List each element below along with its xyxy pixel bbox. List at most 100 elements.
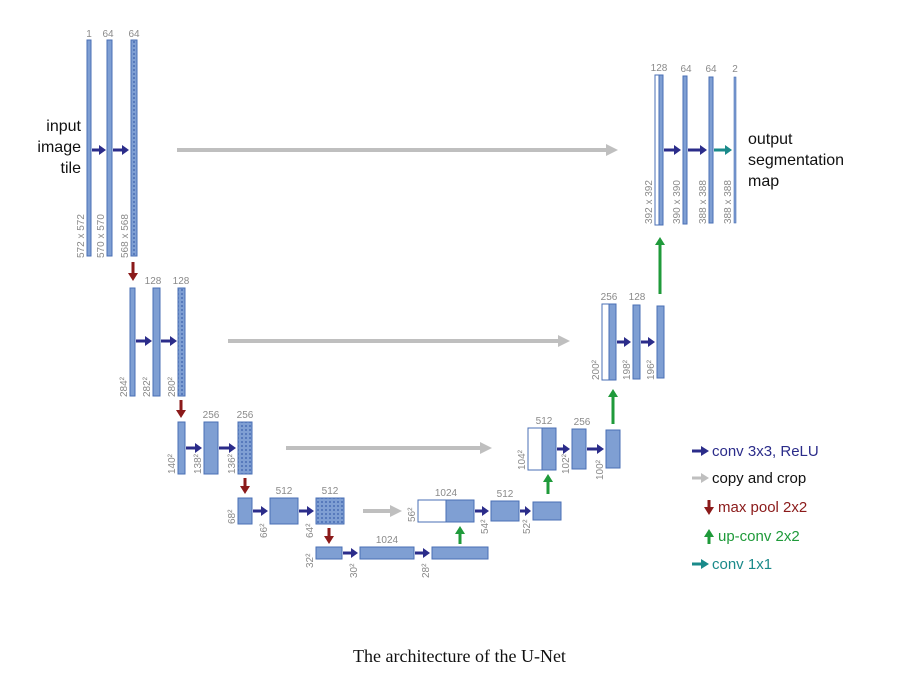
size-label: 32²	[305, 553, 316, 568]
pool-arrow	[324, 528, 334, 544]
size-label: 198²	[622, 359, 633, 380]
channel-label: 1	[86, 29, 92, 40]
size-label: 140²	[167, 453, 178, 474]
l3-pool-block	[177, 421, 186, 475]
l2-pool-block	[129, 287, 136, 397]
input-label-line: image	[37, 139, 81, 156]
conv-arrow	[136, 336, 152, 346]
d3-conv2-block	[605, 429, 621, 469]
upconv-arrows	[455, 237, 665, 544]
decoder-level-4: 1024 512 56² 54² 52²	[407, 488, 562, 534]
channel-label: 64	[102, 29, 114, 40]
output-label-line: map	[748, 173, 779, 190]
channel-label: 128	[173, 276, 190, 287]
d1-copy-block	[654, 74, 660, 226]
copy-arrow	[228, 335, 570, 347]
encoder-level-1: 1 64 64 572 x 572 570 x 570 568 x 568	[76, 29, 140, 258]
legend: conv 3x3, ReLU copy and crop max pool 2x…	[692, 443, 819, 573]
pool-arrow	[176, 400, 186, 418]
l3-conv2-block	[237, 421, 253, 475]
legend-label: conv 1x1	[712, 556, 772, 573]
l5-pool-block	[315, 546, 343, 560]
size-label: 56²	[407, 507, 418, 522]
d4-copy-block	[417, 499, 447, 523]
size-label: 570 x 570	[96, 214, 107, 258]
size-label: 284²	[119, 376, 130, 397]
l1-conv2-block	[130, 39, 138, 257]
decoder-level-2: 256 128 200² 198² 196²	[591, 292, 665, 381]
figure-caption: The architecture of the U-Net	[353, 646, 566, 666]
conv-arrow	[299, 506, 314, 516]
pool-arrow	[240, 478, 250, 494]
channel-label: 512	[276, 486, 293, 497]
input-label: input image tile	[37, 118, 81, 177]
right-arrow-icon	[692, 559, 709, 569]
size-label: 282²	[142, 376, 153, 397]
size-label: 392 x 392	[644, 180, 655, 224]
unet-diagram: 1 64 64 572 x 572 570 x 570 568 x 568 in…	[37, 29, 844, 578]
size-label: 54²	[480, 519, 491, 534]
l3-conv1-block	[203, 421, 219, 475]
copy-arrows	[177, 144, 618, 517]
upconv-arrow	[543, 474, 553, 494]
legend-label: copy and crop	[712, 470, 806, 487]
l2-conv1-block	[152, 287, 161, 397]
d4-upconv-block	[445, 499, 475, 523]
l1-conv1-block	[106, 39, 113, 257]
size-label: 196²	[646, 359, 657, 380]
conv-arrow	[557, 444, 570, 454]
d4-conv2-block	[532, 501, 562, 521]
upconv-arrow	[455, 526, 465, 544]
legend-item-upconv: up-conv 2x2	[704, 528, 800, 545]
conv-arrow	[253, 506, 268, 516]
size-label: 68²	[227, 509, 238, 524]
output-label-line: segmentation	[748, 152, 844, 169]
output-label-line: output	[748, 131, 793, 148]
conv-arrow	[617, 337, 631, 347]
d3-upconv-block	[541, 427, 557, 471]
channel-label: 1024	[435, 488, 458, 499]
decoder-level-1: 128 64 64 2 392 x 392 390 x 390 388 x 38…	[644, 63, 738, 226]
size-label: 568 x 568	[120, 214, 131, 258]
conv-arrow	[113, 145, 129, 155]
conv-arrow	[219, 443, 236, 453]
d1-upconv-block	[658, 74, 664, 226]
size-label: 200²	[591, 359, 602, 380]
copy-arrow	[286, 442, 492, 454]
copy-arrow	[177, 144, 618, 156]
upconv-arrow	[608, 389, 618, 424]
d2-copy-block	[601, 303, 610, 381]
channel-label: 128	[145, 276, 162, 287]
d2-conv2-block	[656, 305, 665, 379]
legend-label: conv 3x3, ReLU	[712, 443, 819, 460]
channel-label: 512	[497, 489, 514, 500]
encoder-level-2: 128 128 284² 282² 280²	[119, 276, 190, 397]
l2-conv2-block	[177, 287, 186, 397]
channel-label: 512	[322, 486, 339, 497]
size-label: 100²	[595, 459, 606, 480]
d2-upconv-block	[608, 303, 617, 381]
conv-arrow	[186, 443, 202, 453]
decoder-level-3: 512 256 104² 102² 100²	[517, 416, 621, 480]
size-label: 136²	[227, 453, 238, 474]
channel-label: 256	[574, 417, 591, 428]
size-label: 388 x 388	[723, 180, 734, 224]
conv-arrow	[92, 145, 106, 155]
channel-label: 64	[680, 64, 692, 75]
size-label: 66²	[259, 523, 270, 538]
legend-item-conv: conv 3x3, ReLU	[692, 443, 819, 460]
encoder-level-3: 256 256 140² 138² 136²	[167, 410, 254, 475]
size-label: 104²	[517, 449, 528, 470]
conv1x1-arrow	[714, 145, 732, 155]
conv-arrow	[415, 548, 430, 558]
upconv-arrow	[655, 237, 665, 294]
output-label: output segmentation map	[748, 131, 844, 190]
size-label: 102²	[561, 453, 572, 474]
channel-label: 256	[601, 292, 618, 303]
conv-arrow	[343, 548, 358, 558]
right-arrow-icon	[692, 446, 709, 456]
channel-label: 2	[732, 64, 738, 75]
conv-arrow	[475, 506, 489, 516]
pool-arrows	[128, 262, 334, 544]
channel-label: 256	[237, 410, 254, 421]
